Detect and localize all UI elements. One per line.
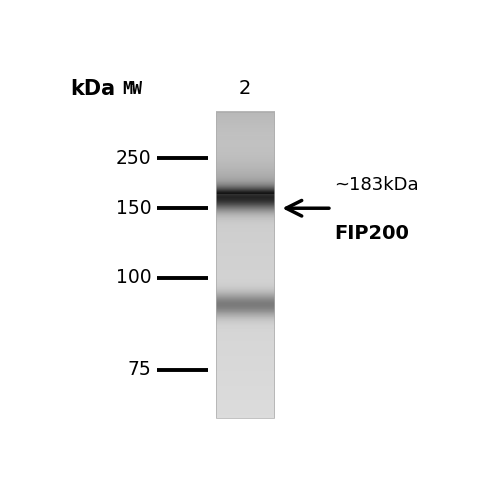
Text: 75: 75 (128, 360, 152, 380)
Text: 250: 250 (116, 148, 152, 168)
Text: 100: 100 (116, 268, 152, 287)
Text: ~183kDa: ~183kDa (334, 176, 418, 194)
Text: 2: 2 (238, 80, 251, 98)
Bar (216, 112, 274, 418)
Text: kDa: kDa (70, 79, 116, 99)
Text: MW: MW (122, 80, 142, 98)
Text: FIP200: FIP200 (334, 224, 408, 243)
Text: 150: 150 (116, 198, 152, 218)
